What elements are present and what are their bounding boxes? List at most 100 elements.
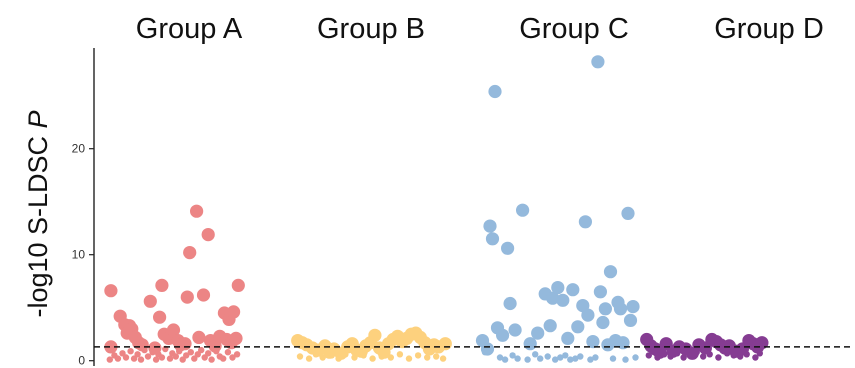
data-point [501, 241, 515, 255]
data-point [104, 284, 118, 298]
data-point [104, 340, 118, 354]
data-point [557, 354, 564, 361]
y-tick-label: 10 [72, 248, 86, 262]
data-point [438, 337, 452, 351]
data-point [581, 308, 595, 322]
group-points [104, 204, 245, 363]
data-point [227, 305, 241, 319]
group-title: Group B [317, 13, 425, 45]
data-point [158, 354, 166, 361]
data-point [229, 354, 236, 361]
data-point [439, 355, 447, 362]
data-point [143, 294, 157, 308]
data-point [178, 337, 192, 351]
data-point [137, 356, 145, 363]
data-point [755, 336, 769, 350]
data-point [587, 356, 594, 363]
data-point [572, 355, 579, 362]
data-point [424, 354, 431, 361]
data-point [201, 354, 208, 361]
data-point [501, 356, 509, 363]
data-point [567, 356, 574, 363]
data-point [516, 203, 530, 217]
data-point [191, 355, 198, 362]
y-axis-title: -log10 S-LDSC P [23, 110, 53, 317]
data-point [596, 315, 610, 330]
data-point [577, 353, 584, 360]
data-point [166, 323, 181, 337]
data-point [183, 246, 197, 260]
group-title: Group A [136, 13, 243, 45]
data-point [532, 351, 539, 358]
data-point [700, 353, 707, 360]
data-point [537, 355, 544, 362]
y-tick-label: 20 [72, 142, 86, 156]
data-point [543, 319, 557, 333]
data-point [180, 290, 194, 304]
data-point [155, 278, 169, 292]
data-point [496, 354, 504, 361]
data-point [508, 323, 522, 337]
group-points [475, 55, 640, 363]
data-point [172, 353, 179, 360]
data-point [179, 356, 186, 363]
data-point [305, 355, 313, 362]
data-point [591, 55, 605, 69]
data-point [622, 356, 629, 363]
data-point [135, 338, 149, 352]
data-point [368, 328, 382, 342]
data-point [556, 293, 570, 307]
data-point [166, 355, 174, 362]
data-point [609, 355, 617, 362]
group-points [640, 332, 769, 361]
data-point [119, 350, 126, 357]
data-point [134, 351, 141, 358]
data-point [396, 351, 404, 358]
data-point [603, 265, 618, 279]
data-point [586, 335, 600, 349]
data-point [546, 291, 560, 305]
data-point [192, 330, 206, 344]
data-point [144, 353, 152, 360]
group-title: Group D [714, 13, 824, 45]
data-point [231, 278, 245, 292]
data-point [616, 336, 630, 350]
data-point [152, 356, 160, 363]
data-point [623, 313, 638, 327]
data-point [514, 355, 521, 362]
data-point [531, 326, 545, 340]
data-point [593, 285, 608, 299]
data-point [680, 354, 687, 361]
data-point [483, 219, 497, 233]
data-point [224, 349, 232, 356]
data-point [130, 355, 138, 362]
data-point [578, 215, 593, 229]
data-point [190, 204, 204, 218]
data-point [414, 352, 422, 359]
data-point [571, 320, 585, 334]
data-point [405, 355, 413, 362]
data-point [503, 296, 517, 311]
data-point [201, 228, 215, 242]
data-point [551, 281, 565, 295]
data-point [613, 302, 628, 316]
group-points [291, 326, 452, 362]
data-point [621, 206, 635, 220]
data-point [752, 354, 759, 361]
data-point [296, 353, 304, 360]
data-point [598, 302, 613, 316]
data-point [552, 356, 559, 363]
data-point [208, 356, 215, 363]
data-point [544, 353, 551, 360]
data-point [433, 353, 440, 360]
data-point [220, 355, 227, 362]
data-point [509, 352, 516, 359]
data-point [561, 331, 575, 345]
data-point [229, 331, 243, 345]
data-point [523, 337, 537, 351]
data-point [592, 354, 599, 361]
data-point [205, 350, 212, 357]
data-point [632, 354, 639, 361]
data-point [148, 341, 162, 355]
data-point [645, 352, 652, 359]
